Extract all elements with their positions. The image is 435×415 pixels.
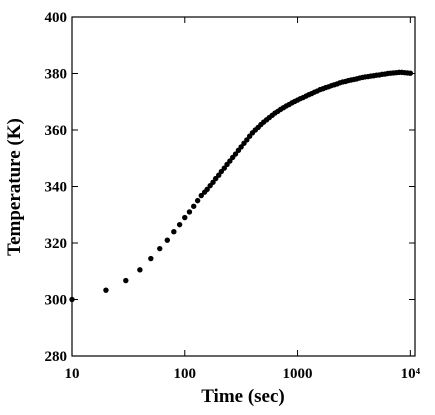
y-tick-label: 300: [45, 293, 68, 309]
data-point: [186, 209, 193, 215]
data-point: [157, 245, 163, 252]
data-point: [182, 214, 188, 221]
data-point: [244, 137, 250, 143]
data-point: [137, 267, 143, 273]
data-point: [176, 221, 183, 228]
y-axis-title: Temperature (K): [4, 118, 25, 256]
y-tick-label: 360: [45, 123, 68, 139]
data-point: [221, 165, 227, 171]
data-point: [194, 197, 201, 204]
data-point: [164, 237, 171, 243]
y-tick-label: 400: [45, 10, 68, 26]
x-tick-label: 10⁴: [401, 366, 421, 382]
x-tick-label: 1000: [283, 366, 313, 382]
x-tick-label: 10: [65, 366, 80, 382]
data-point: [69, 296, 75, 303]
data-point: [407, 70, 414, 76]
data-point: [227, 158, 233, 164]
data-point: [232, 151, 239, 157]
data-point: [238, 144, 244, 150]
data-point: [123, 277, 129, 284]
data-point: [148, 255, 154, 262]
data-point: [204, 186, 210, 193]
data-point: [198, 192, 204, 199]
x-axis-title: Time (sec): [201, 386, 285, 407]
x-tick-label: 100: [174, 366, 197, 382]
y-tick-label: 280: [45, 349, 68, 365]
y-tick-label: 320: [45, 236, 68, 252]
data-point: [103, 287, 109, 293]
plot-frame: [71, 16, 416, 357]
y-tick-label: 340: [45, 180, 68, 196]
data-point: [171, 229, 177, 235]
y-tick-label: 380: [45, 67, 68, 83]
data-point: [191, 203, 197, 209]
